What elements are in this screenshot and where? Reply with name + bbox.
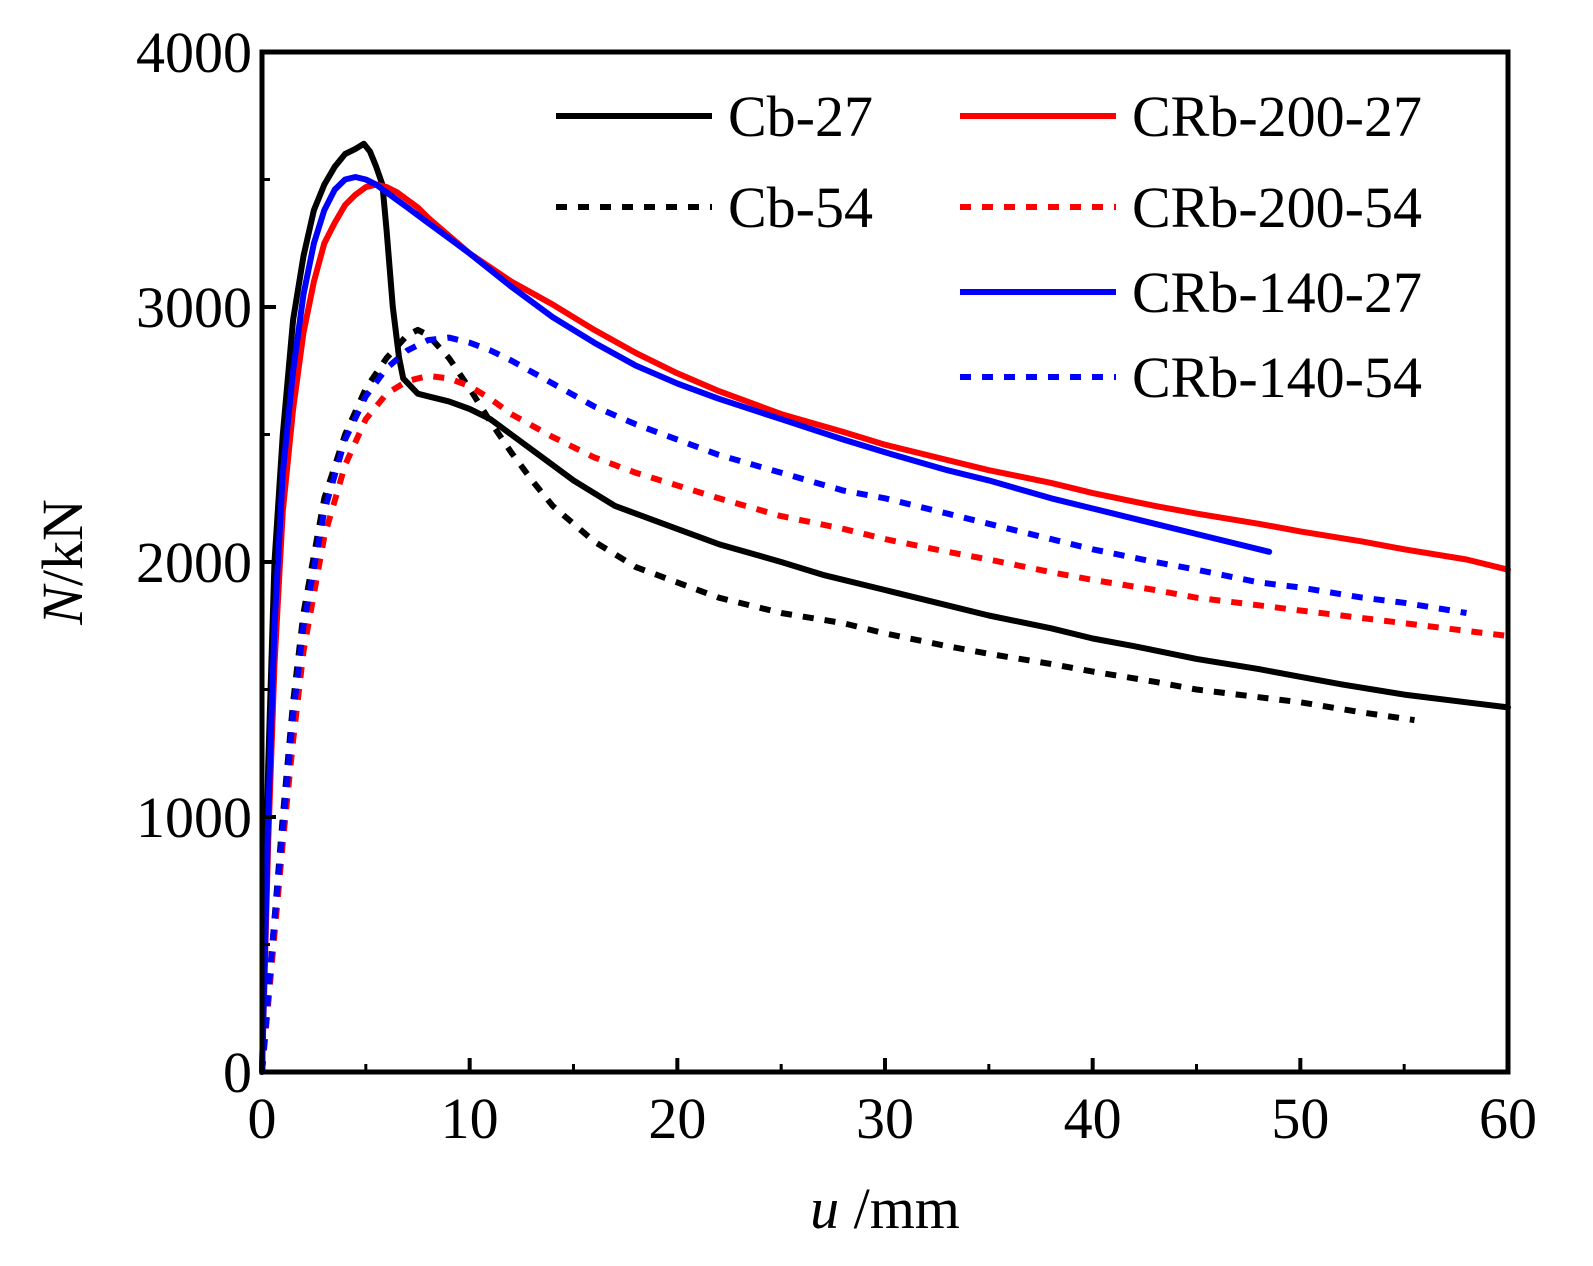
plot-lines (259, 140, 1511, 1075)
plot-frame (259, 49, 1511, 1075)
y-tick-label: 1000 (136, 785, 252, 850)
y-axis-var: N (30, 583, 95, 626)
y-tick-label: 0 (223, 1040, 252, 1105)
x-tick-label: 40 (1064, 1086, 1122, 1151)
y-tick-label: 2000 (136, 530, 252, 595)
series-line-crb-140-27 (259, 174, 1273, 1075)
x-axis-var: u (810, 1176, 839, 1241)
y-axis-label: N/kN (30, 499, 95, 626)
x-tick-label: 50 (1271, 1086, 1329, 1151)
legend-label-crb-140-54: CRb-140-54 (1132, 345, 1422, 410)
y-tick-label: 4000 (136, 20, 252, 85)
legend-label-cb-54: Cb-54 (728, 175, 873, 240)
legend-label-crb-200-27: CRb-200-27 (1132, 84, 1422, 149)
x-axis-unit: /mm (839, 1176, 960, 1241)
x-tick-label: 0 (248, 1086, 277, 1151)
y-tick-label: 3000 (136, 275, 252, 340)
legend-label-crb-200-54: CRb-200-54 (1132, 175, 1422, 240)
x-tick-label: 10 (441, 1086, 499, 1151)
y-axis-unit: /kN (30, 499, 95, 586)
legend-label-crb-140-27: CRb-140-27 (1132, 260, 1422, 325)
legend-label-cb-27: Cb-27 (728, 84, 873, 149)
x-tick-label: 20 (648, 1086, 706, 1151)
series-line-crb-200-27 (259, 181, 1511, 1075)
series-line-cb-54 (259, 326, 1415, 1073)
series-line-crb-200-54 (259, 372, 1509, 1073)
x-tick-label: 30 (856, 1086, 914, 1151)
series-line-crb-140-54 (259, 334, 1467, 1073)
series-line-cb-27 (259, 140, 1511, 1075)
ticks: 0 10 20 30 40 50 60 0 1000 2000 3000 4000 (136, 20, 1537, 1151)
x-axis-label: u /mm (810, 1176, 960, 1241)
legend: Cb-27 CRb-200-27 Cb-54 CRb-200-54 CRb-140-27… (556, 84, 1422, 410)
x-tick-label: 60 (1479, 1086, 1537, 1151)
